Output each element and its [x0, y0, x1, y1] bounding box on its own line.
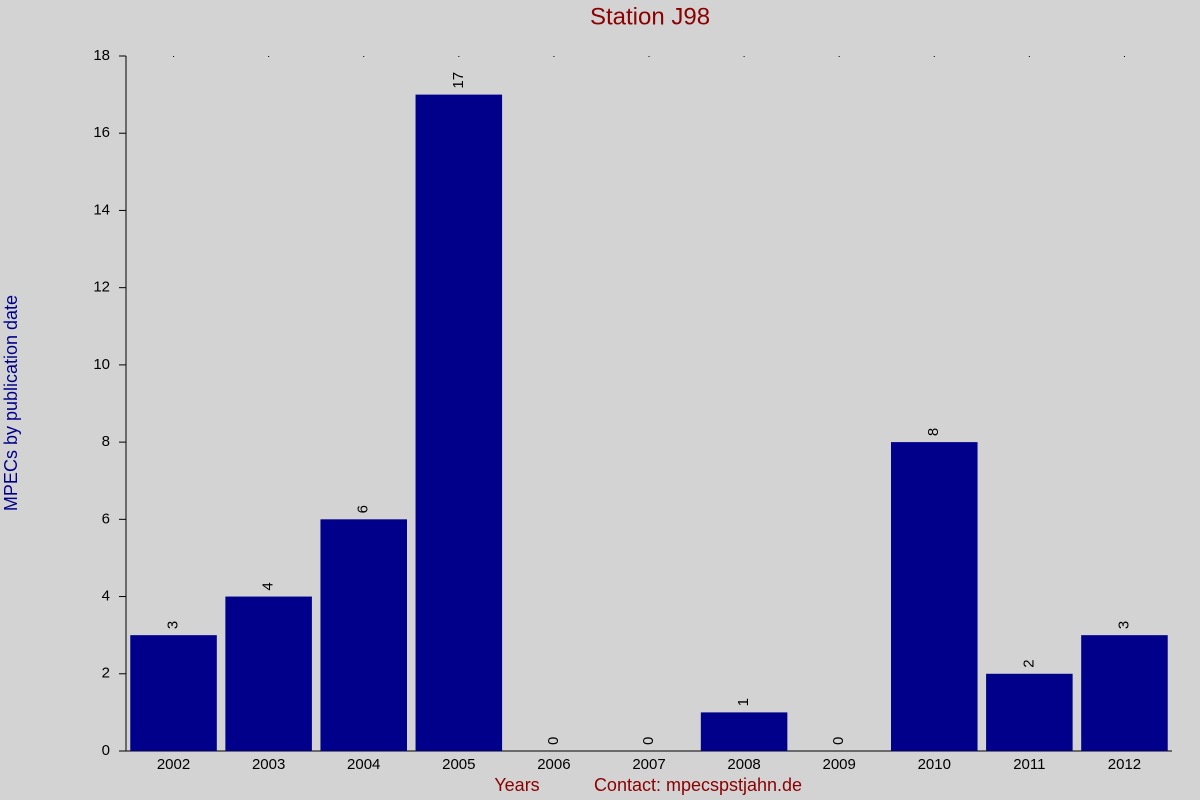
- top-tick: [363, 56, 365, 57]
- x-tick-label: 2010: [918, 756, 951, 773]
- top-tick: [933, 56, 935, 57]
- value-label: 1: [735, 698, 752, 706]
- y-tick-label: 6: [102, 510, 110, 527]
- y-tick-label: 12: [93, 279, 110, 296]
- value-label: 0: [640, 737, 657, 745]
- top-tick: [1028, 56, 1030, 57]
- bar: [700, 712, 788, 751]
- value-label: 8: [925, 428, 942, 436]
- value-label: 6: [355, 505, 372, 513]
- top-tick: [173, 56, 175, 57]
- y-axis-label: MPECs by publication date: [1, 295, 21, 511]
- value-label: 2: [1020, 659, 1037, 667]
- bar: [225, 596, 312, 751]
- y-tick-label: 0: [102, 742, 110, 759]
- top-tick: [1123, 56, 1125, 57]
- y-tick-label: 14: [93, 201, 110, 218]
- x-tick-label: 2007: [632, 756, 665, 773]
- value-label: 3: [165, 621, 182, 629]
- value-label: 0: [545, 737, 562, 745]
- value-label: 3: [1115, 621, 1132, 629]
- x-tick-label: 2012: [1108, 756, 1141, 773]
- y-tick-label: 16: [93, 124, 110, 141]
- y-tick-label: 2: [102, 665, 110, 682]
- annotation: Contact: mpecspstjahn.de: [594, 775, 802, 795]
- x-tick-label: 2002: [157, 756, 190, 773]
- value-label: 4: [260, 582, 277, 590]
- y-tick-label: 4: [102, 588, 110, 605]
- top-tick: [648, 56, 650, 57]
- top-tick: [268, 56, 270, 57]
- x-tick-label: 2006: [537, 756, 570, 773]
- value-label: 0: [830, 737, 847, 745]
- top-tick: [838, 56, 840, 57]
- x-tick-label: 2011: [1013, 756, 1045, 773]
- x-tick-label: 2008: [727, 756, 760, 773]
- y-tick-label: 10: [93, 356, 110, 373]
- x-tick-label: 2009: [822, 756, 855, 773]
- bar: [415, 94, 503, 752]
- top-tick: [553, 56, 555, 57]
- x-tick-label: 2005: [442, 756, 475, 773]
- bar: [891, 442, 978, 751]
- bar: [130, 635, 217, 751]
- top-tick: [743, 56, 745, 57]
- x-tick-label: 2003: [252, 756, 285, 773]
- y-tick-label: 18: [93, 47, 110, 64]
- bar: [986, 673, 1073, 751]
- x-axis-label: Years: [494, 775, 539, 795]
- value-label: 17: [450, 72, 467, 89]
- bar: [320, 519, 407, 751]
- y-tick-label: 8: [102, 433, 110, 450]
- top-tick: [458, 56, 460, 57]
- x-tick-label: 2004: [347, 756, 380, 773]
- chart-title: Station J98: [590, 3, 710, 30]
- bar: [1081, 635, 1168, 751]
